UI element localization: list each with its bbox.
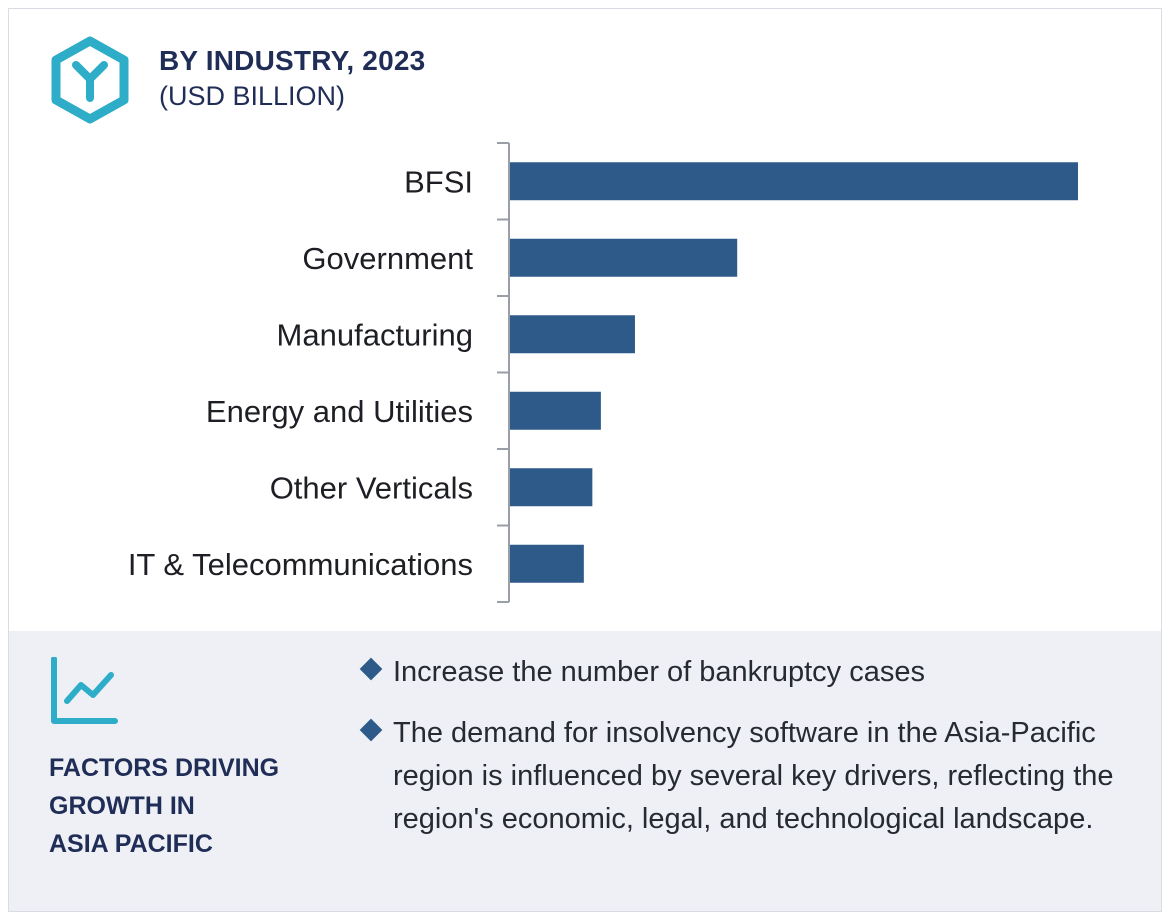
bar-6 xyxy=(510,544,584,583)
trend-line-chart-icon xyxy=(51,657,118,724)
bar-2 xyxy=(510,238,738,277)
infographic-card: BY INDUSTRY, 2023 (USD BILLION) BFSI Gove… xyxy=(8,8,1162,912)
driver-item: Increase the number of bankruptcy cases xyxy=(357,651,1137,694)
category-label: IT & Telecommunications xyxy=(128,547,473,582)
bar-chart: BFSI Government Manufacturing Energy and Ut… xyxy=(9,139,1163,619)
category-label: Manufacturing xyxy=(277,317,473,352)
category-label: BFSI xyxy=(404,164,473,199)
category-label: Energy and Utilities xyxy=(206,394,473,429)
category-label: Government xyxy=(302,241,473,276)
diamond-bullet-icon xyxy=(359,657,383,681)
bar-1 xyxy=(510,162,1078,201)
drivers-heading-line: ASIA PACIFIC xyxy=(49,830,213,858)
chart-title: BY INDUSTRY, 2023 xyxy=(159,45,426,76)
category-label: Other Verticals xyxy=(270,470,473,505)
driver-item: The demand for insolvency software in th… xyxy=(357,712,1137,841)
drivers-heading-line: FACTORS DRIVING xyxy=(49,754,280,782)
diamond-bullet-icon xyxy=(359,718,383,742)
drivers-heading: FACTORS DRIVING GROWTH IN ASIA PACIFIC xyxy=(49,749,319,863)
drivers-heading-line: GROWTH IN xyxy=(49,792,195,820)
chart-subtitle: (USD BILLION) xyxy=(159,81,346,111)
bar-5 xyxy=(510,468,593,507)
driver-text: Increase the number of bankruptcy cases xyxy=(393,656,925,688)
driver-text: The demand for insolvency software in th… xyxy=(393,717,1114,835)
hexagon-y-logo-icon xyxy=(51,36,129,124)
bar-3 xyxy=(510,315,635,354)
growth-drivers-panel: FACTORS DRIVING GROWTH IN ASIA PACIFIC I… xyxy=(9,631,1161,911)
drivers-list: Increase the number of bankruptcy cases … xyxy=(357,651,1137,859)
bar-chart-svg: BFSI Government Manufacturing Energy and Ut… xyxy=(128,142,1078,603)
bar-4 xyxy=(510,391,601,430)
